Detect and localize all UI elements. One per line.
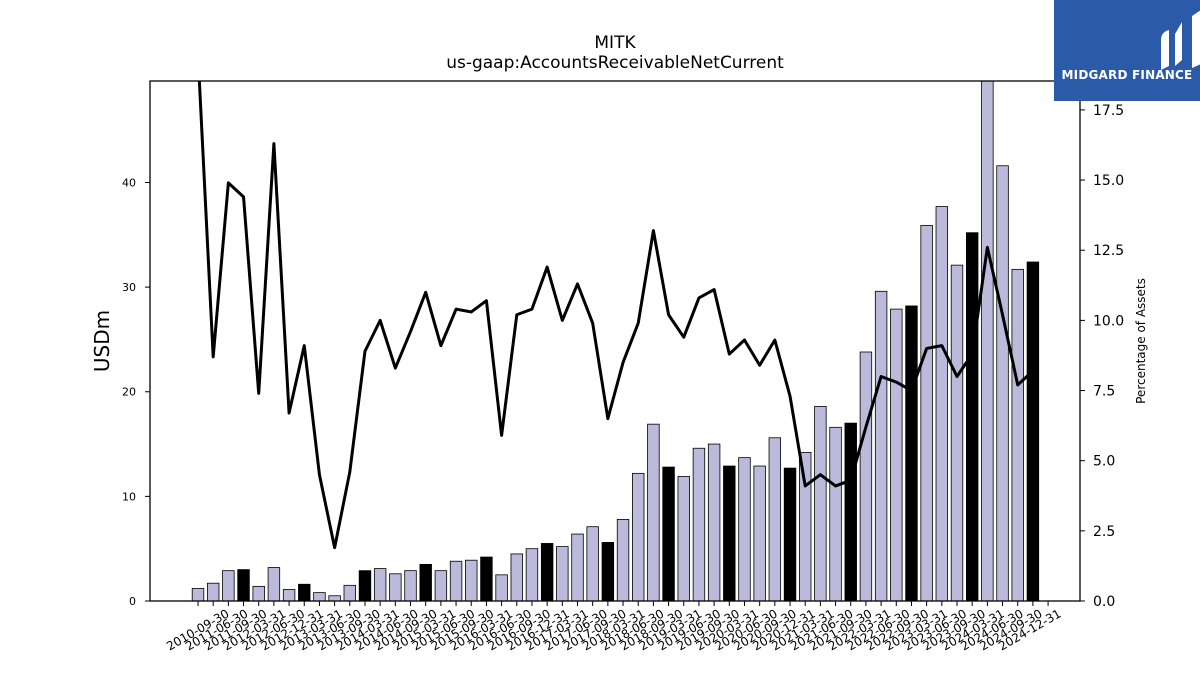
y-tick-label: 0 [129,595,136,608]
bar [950,264,964,601]
y-tick-label: 40 [122,176,136,189]
chart-title: MITK [594,33,636,53]
bar [389,573,402,601]
bar [237,569,250,601]
brand-logo: MIDGARD FINANCE [1054,0,1200,101]
bar [707,443,721,601]
bar [753,465,766,601]
brand-logo-text: MIDGARD FINANCE [1061,68,1193,82]
bar [799,452,812,601]
bar [981,81,994,601]
bar-series [191,81,1040,601]
bar [935,206,949,601]
line-series [197,81,1034,550]
bar [419,563,432,601]
bar [540,543,554,601]
bar [480,556,493,601]
bar [662,466,675,601]
bar [252,585,265,601]
bar [313,592,326,601]
bar [632,472,645,601]
bar [677,476,690,601]
bar [328,595,341,601]
bar [373,568,387,601]
bar [996,165,1009,601]
bar [647,423,660,601]
bar [692,447,706,601]
right-axis: 0.0 2.5 5.0 7.5 10.0 12.5 15.0 17.5 [1080,103,1124,610]
y2-tick-label: 7.5 [1093,384,1115,400]
y2-tick-label: 5.0 [1093,454,1115,470]
bar [206,582,220,601]
bar [601,542,615,601]
bar [510,553,523,601]
bar [874,290,888,601]
y-tick-label: 30 [122,281,136,294]
bar [723,465,736,601]
y2-tick-label: 15.0 [1093,173,1124,189]
x-axis: 2010-09-302011-06-302011-09-302012-03-31… [164,601,1064,653]
bar [586,526,599,601]
bar [267,567,281,601]
bar [844,422,857,601]
chart-subtitle: us-gaap:AccountsReceivableNetCurrent [446,53,784,73]
bar [965,232,979,601]
bar [905,305,918,601]
y2-tick-label: 17.5 [1093,103,1124,119]
midgard-logo-icon [1161,10,1200,70]
bar [404,570,417,601]
left-axis: 0 10 20 30 40 [122,176,150,608]
bar [920,224,933,601]
bar [829,426,842,601]
y2-tick-label: 2.5 [1093,524,1115,540]
bar [222,570,235,601]
bar [556,546,569,601]
bar [571,533,584,601]
y-tick-label: 10 [122,490,136,503]
bar [465,559,478,601]
bar [191,588,205,601]
bar [434,570,448,601]
bar [738,457,751,601]
bar [768,437,782,601]
bar [890,308,903,601]
y2-tick-label: 0.0 [1093,594,1115,610]
y2-axis-label: Percentage of Assets [1134,278,1148,404]
bar [859,351,873,601]
bar [1011,268,1024,601]
bar [358,570,372,601]
y-tick-label: 20 [122,386,136,399]
plot-frame [149,80,1081,602]
bar [449,560,463,601]
y-axis-label: USDm [90,310,114,372]
bar [783,467,797,601]
bar [298,583,311,601]
percentage-line [197,81,1034,550]
bar [814,405,827,601]
bar [282,589,296,601]
bar [525,548,539,601]
y2-tick-label: 10.0 [1093,313,1124,329]
y2-tick-label: 12.5 [1093,243,1124,259]
bar [343,584,357,601]
bar [495,574,508,601]
bar [616,518,630,601]
bar [1026,261,1040,601]
